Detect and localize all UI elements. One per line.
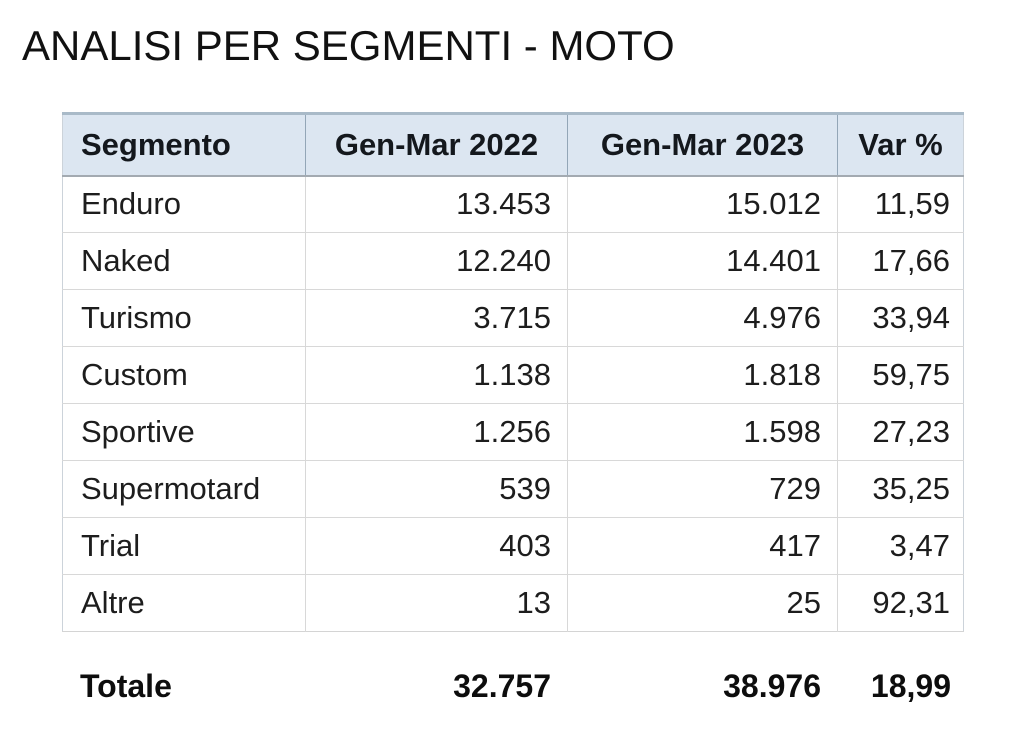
value-2022-cell: 12.240 [305, 232, 568, 290]
segment-cell: Turismo [62, 289, 306, 347]
value-2023-cell: 25 [567, 574, 838, 632]
value-2022-cell: 3.715 [305, 289, 568, 347]
table-row: Turismo 3.715 4.976 33,94 [62, 289, 964, 347]
value-2023-cell: 15.012 [567, 175, 838, 233]
value-2023-cell: 1.598 [567, 403, 838, 461]
total-2022: 32.757 [453, 668, 551, 704]
var-percent-cell: 59,75 [837, 346, 964, 404]
header-row: Segmento Gen-Mar 2022 Gen-Mar 2023 Var % [62, 112, 964, 177]
header-2022: Gen-Mar 2022 [305, 112, 568, 177]
table-body: Enduro 13.453 15.012 11,59 Naked 12.240 … [62, 175, 964, 632]
var-percent-cell: 3,47 [837, 517, 964, 575]
table-row: Naked 12.240 14.401 17,66 [62, 232, 964, 290]
value-2022-cell: 1.256 [305, 403, 568, 461]
segment-cell: Altre [62, 574, 306, 632]
header-segment: Segmento [62, 112, 306, 177]
var-percent-cell: 17,66 [837, 232, 964, 290]
value-2023-cell: 729 [567, 460, 838, 518]
value-2023-cell: 14.401 [567, 232, 838, 290]
value-2022-cell: 539 [305, 460, 568, 518]
header-var-percent: Var % [837, 112, 964, 177]
value-2023-cell: 417 [567, 517, 838, 575]
table-row: Altre 13 25 92,31 [62, 574, 964, 632]
segment-cell: Supermotard [62, 460, 306, 518]
value-2022-cell: 13 [305, 574, 568, 632]
segment-cell: Sportive [62, 403, 306, 461]
segment-cell: Trial [62, 517, 306, 575]
page-title: ANALISI PER SEGMENTI - MOTO [22, 22, 675, 69]
segment-cell: Enduro [62, 175, 306, 233]
table-row: Supermotard 539 729 35,25 [62, 460, 964, 518]
table-header: Segmento Gen-Mar 2022 Gen-Mar 2023 Var % [62, 112, 964, 177]
header-2023: Gen-Mar 2023 [567, 112, 838, 177]
var-percent-cell: 33,94 [837, 289, 964, 347]
var-percent-cell: 11,59 [837, 175, 964, 233]
total-label: Totale [80, 668, 172, 704]
var-percent-cell: 92,31 [837, 574, 964, 632]
value-2022-cell: 13.453 [305, 175, 568, 233]
total-row: Totale 32.757 38.976 18,99 [62, 658, 964, 714]
value-2022-cell: 403 [305, 517, 568, 575]
table-row: Custom 1.138 1.818 59,75 [62, 346, 964, 404]
segments-table: Segmento Gen-Mar 2022 Gen-Mar 2023 Var %… [62, 112, 964, 632]
segment-cell: Custom [62, 346, 306, 404]
total-2023: 38.976 [723, 668, 821, 704]
var-percent-cell: 35,25 [837, 460, 964, 518]
value-2023-cell: 1.818 [567, 346, 838, 404]
value-2023-cell: 4.976 [567, 289, 838, 347]
total-var-percent: 18,99 [870, 668, 951, 704]
value-2022-cell: 1.138 [305, 346, 568, 404]
var-percent-cell: 27,23 [837, 403, 964, 461]
table-row: Trial 403 417 3,47 [62, 517, 964, 575]
segment-cell: Naked [62, 232, 306, 290]
table-row: Sportive 1.256 1.598 27,23 [62, 403, 964, 461]
table-row: Enduro 13.453 15.012 11,59 [62, 175, 964, 233]
